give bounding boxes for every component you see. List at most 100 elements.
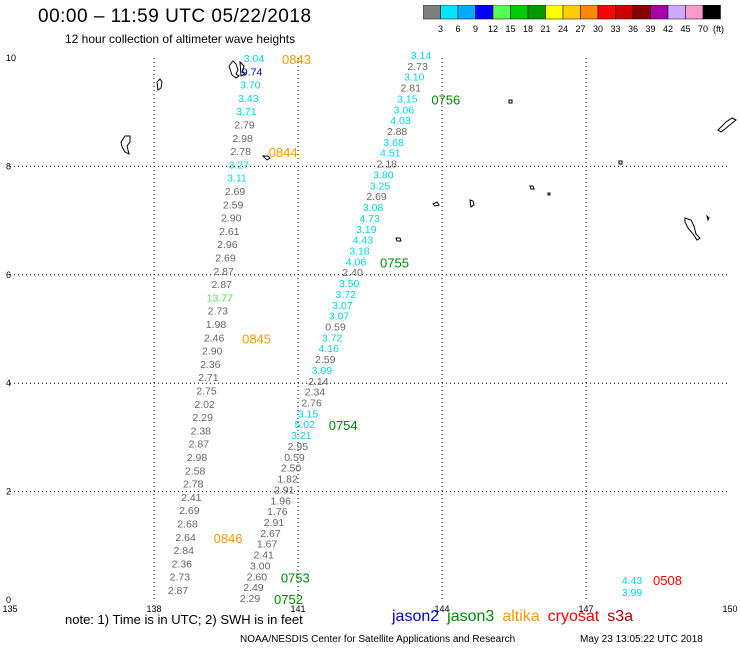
legend-jason3: jason3 — [447, 608, 495, 625]
jason3-track-value: 4.16 — [318, 343, 339, 355]
y-tick-label: 6 — [6, 270, 11, 280]
x-tick-label: 138 — [146, 604, 161, 614]
island-outline — [618, 160, 623, 165]
colorbar-swatch — [510, 5, 529, 20]
jason3-track-value: 3.07 — [332, 300, 353, 312]
x-tick-label: 147 — [578, 604, 593, 614]
island-outline — [261, 155, 271, 161]
jason3-track-value: 3.68 — [383, 137, 404, 149]
colorbar-tick-label: 42 — [663, 24, 673, 34]
y-tick-label: 4 — [6, 378, 11, 388]
jason3-track-value: 2.50 — [281, 463, 302, 475]
x-tick-label: 141 — [290, 604, 305, 614]
island-outline — [156, 78, 163, 91]
altika-track-value: 2.46 — [204, 332, 225, 344]
altika-track-value: 1.98 — [206, 319, 227, 331]
jason3-track-value: 3.18 — [349, 245, 370, 257]
jason3-track-value: 3.21 — [291, 430, 312, 442]
colorbar-swatch — [580, 5, 599, 20]
jason3-track-value: 2.34 — [305, 387, 326, 399]
jason3-track-value: 4.03 — [390, 115, 411, 127]
jason3-track-value: 2.91 — [274, 484, 295, 496]
jason3-track-value: 3.15 — [397, 93, 418, 105]
altika-track-value: 3.11 — [227, 173, 247, 185]
altika-track-value: 2.69 — [215, 253, 236, 265]
jason3-track-value: 1.96 — [271, 495, 292, 507]
footer-note: note: 1) Time is in UTC; 2) SWH is in fe… — [65, 612, 303, 627]
island-outline — [395, 237, 402, 242]
altika-track-time-label: 0844 — [269, 145, 298, 160]
altika-track-value: 2.79 — [234, 120, 255, 132]
jason3-track-value: 3.72 — [322, 332, 343, 344]
altika-track-value: 3.04 — [244, 53, 265, 65]
jason3-track-value: 3.07 — [329, 311, 350, 323]
jason3-track-value: 2.95 — [288, 441, 309, 453]
altika-track-value: 2.69 — [225, 186, 246, 198]
altika-track-value: 3.70 — [240, 80, 261, 92]
altika-track-value: 2.90 — [221, 213, 242, 225]
altika-track-value: 2.73 — [208, 306, 229, 318]
island-outline — [717, 117, 737, 133]
colorbar-swatch — [650, 5, 669, 20]
colorbar-swatch — [615, 5, 634, 20]
jason3-track-time-label: 0754 — [329, 418, 358, 433]
y-tick-label: 0 — [6, 595, 11, 605]
jason3-track-value: 5.02 — [295, 419, 316, 431]
altika-track-value: 3.27 — [229, 159, 250, 171]
altika-track-value: 2.96 — [217, 239, 238, 251]
colorbar-tick-label: 3 — [438, 24, 443, 34]
jason3-track-time-label: 0752 — [274, 592, 303, 607]
legend-cryosat: cryosat — [547, 608, 600, 625]
jason3-track-value: 3.10 — [404, 72, 425, 84]
altika-track-value: 3.71 — [236, 106, 257, 118]
altika-track-value: 2.75 — [196, 386, 217, 398]
altika-track-value: 2.36 — [172, 558, 193, 570]
jason3-track-value: 1.76 — [267, 506, 288, 518]
altika-track-value: 2.87 — [168, 585, 189, 597]
jason3-track-value: 3.80 — [373, 169, 394, 181]
altika-track-value: 9.74 — [242, 66, 263, 78]
altika-track-time-label: 0845 — [242, 331, 271, 346]
jason3-track-value: 2.29 — [240, 593, 261, 605]
colorbar-unit: (ft) — [713, 24, 724, 34]
jason3-track-value: 2.59 — [315, 354, 336, 366]
altika-track-value: 2.87 — [189, 439, 210, 451]
island-outline — [547, 192, 551, 196]
colorbar-tick-label: 18 — [523, 24, 533, 34]
altika-track-value: 13.77 — [207, 292, 233, 304]
altika-track-value: 2.78 — [230, 146, 251, 158]
altika-track-value: 2.59 — [223, 199, 244, 211]
jason3-track-value: 2.69 — [366, 191, 387, 203]
generated-timestamp: May 23 13:05:22 UTC 2018 — [580, 634, 703, 645]
altika-track-time-label: 0846 — [214, 531, 243, 546]
altika-track-value: 2.71 — [198, 372, 219, 384]
jason3-track-value: 2.18 — [377, 159, 398, 171]
x-tick-label: 150 — [722, 604, 737, 614]
credit-line: NOAA/NESDIS Center for Satellite Applica… — [240, 634, 516, 645]
x-tick-label: 135 — [2, 604, 17, 614]
colorbar-tick-label: 9 — [473, 24, 478, 34]
jason3-track-value: 3.15 — [298, 408, 319, 420]
jason3-track-value: 3.14 — [411, 50, 432, 62]
altika-track-value: 2.36 — [200, 359, 221, 371]
colorbar-swatch — [527, 5, 546, 20]
colorbar-swatch — [457, 5, 476, 20]
jason3-track-value: 0.59 — [325, 322, 346, 334]
jason3-track-value: 0.59 — [284, 452, 305, 464]
legend-jason2: jason2 — [392, 608, 440, 625]
colorbar-tick-label: 33 — [610, 24, 620, 34]
jason3-track-value: 1.67 — [257, 539, 278, 551]
jason3-track-value: 4.06 — [346, 256, 367, 268]
colorbar-tick-label: 36 — [628, 24, 638, 34]
altika-track-value: 3.43 — [238, 93, 259, 105]
colorbar-tick-label: 39 — [645, 24, 655, 34]
altika-track-value: 2.61 — [219, 226, 240, 238]
altika-track-value: 2.58 — [185, 465, 206, 477]
jason3-track-value: 3.50 — [339, 278, 360, 290]
colorbar-tick-label: 70 — [698, 24, 708, 34]
altika-track-value: 2.98 — [187, 452, 208, 464]
colorbar-tick-label: 15 — [505, 24, 515, 34]
jason3-track-value: 4.43 — [353, 235, 374, 247]
island-outline — [529, 185, 535, 190]
altika-track-value: 2.38 — [191, 425, 212, 437]
